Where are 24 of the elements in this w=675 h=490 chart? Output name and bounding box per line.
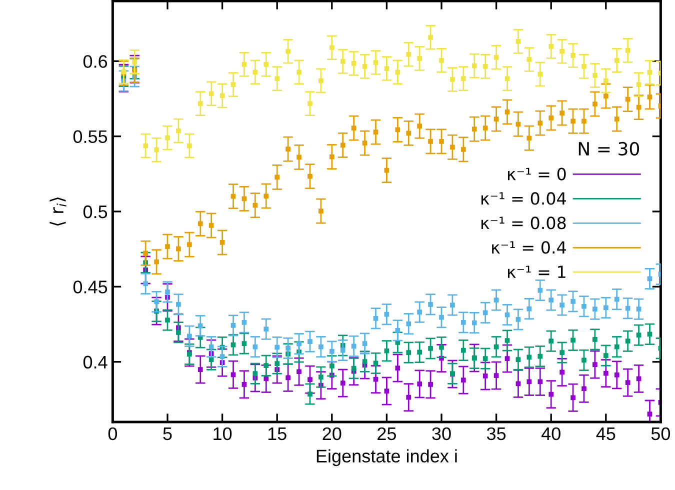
y-tick-label: 0.4 xyxy=(83,356,108,369)
x-tick-label: 30 xyxy=(432,427,451,440)
x-tick-label: 40 xyxy=(541,427,560,440)
x-tick-label: 15 xyxy=(268,428,286,440)
y-tick-label: 0.5 xyxy=(83,205,108,218)
y-axis-title: ⟨ r$_{i}$⟩ xyxy=(50,197,66,226)
x-tick-label: 5 xyxy=(163,428,172,440)
y-tick-label: 0.55 xyxy=(73,130,108,144)
x-tick-label: 25 xyxy=(378,427,396,440)
legend-label: κ⁻¹ = 0.4 xyxy=(492,241,566,254)
x-tick-label: 45 xyxy=(596,428,616,440)
y-tick-label: 0.45 xyxy=(73,280,108,294)
x-tick-label: 10 xyxy=(214,427,232,440)
legend-label: κ⁻¹ = 0.08 xyxy=(481,216,566,230)
legend-label: κ⁻¹ = 0.04 xyxy=(481,192,566,205)
legend-label: κ⁻¹ = 0 xyxy=(508,168,566,180)
x-axis-title: Eigenstate index i xyxy=(316,449,457,466)
x-tick-label: 50 xyxy=(651,427,670,440)
x-tick-label: 20 xyxy=(322,427,342,440)
x-tick-label: 35 xyxy=(486,427,506,440)
legend-title: N = 30 xyxy=(578,142,640,156)
legend-label: κ⁻¹ = 1 xyxy=(508,266,566,278)
x-tick-label: 0 xyxy=(108,427,118,440)
y-tick-label: 0.6 xyxy=(83,55,108,68)
